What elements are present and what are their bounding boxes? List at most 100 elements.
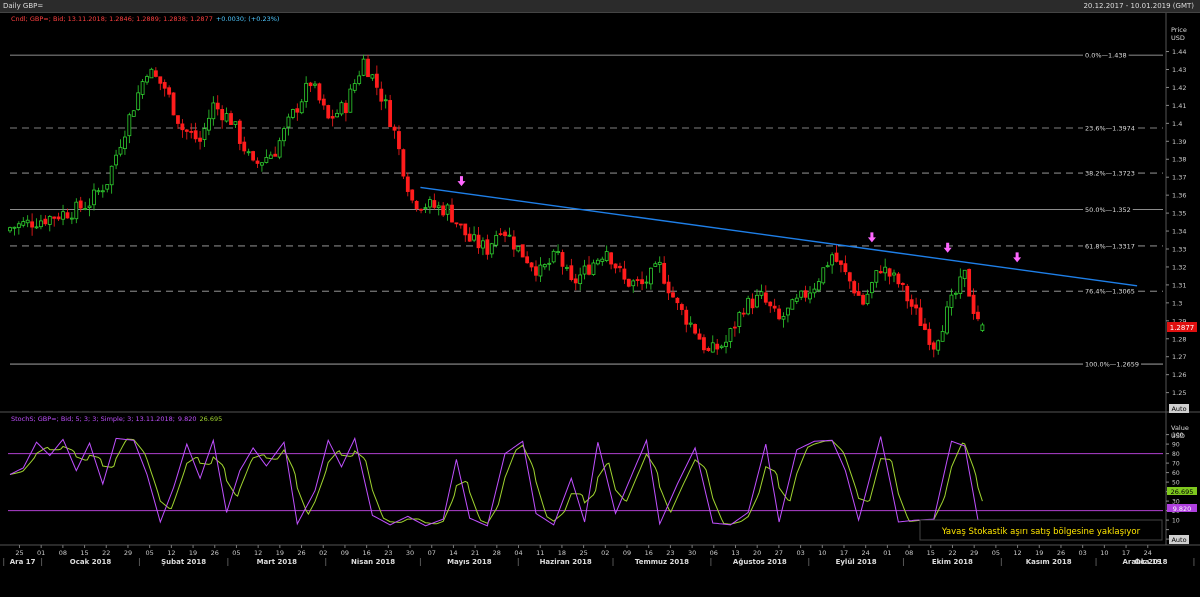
date-day-label: 23 [666,549,674,557]
candle-body [940,330,945,342]
candle-body [344,102,348,114]
candle-body [8,227,12,232]
date-day-label: 19 [276,549,284,557]
price-auto-button[interactable] [1169,404,1189,413]
fib-label: 100.0%—1.2659 [1085,361,1139,369]
candle-body [401,149,406,177]
candle-body [339,102,344,115]
resistance-arrows [457,176,1022,263]
candle-body [114,154,118,166]
candle-body [865,293,870,305]
candle-body [405,176,410,192]
resistance-trendline[interactable] [420,186,1138,287]
candle-body [83,208,88,210]
candle-body [366,58,370,78]
date-day-label: 16 [362,549,370,557]
candle-body [967,268,972,297]
candle-body [923,323,927,330]
candle-body [242,141,247,152]
candle-body [423,207,428,210]
candle-body [732,326,737,329]
chart-title: Daily GBP= [3,2,44,10]
candle-body [662,262,667,284]
candle-body [516,246,521,252]
fib-label-bg [1083,51,1129,60]
annotation-box [919,519,1163,541]
candle-body [450,204,454,223]
candle-body [529,262,534,268]
date-day-label: 05 [146,549,154,557]
candle-body [52,216,57,219]
candle-body [454,222,459,225]
candle-body [335,112,339,118]
candle-body [741,312,746,315]
candle-body [176,115,180,124]
price-tick-label: 1.32 [1172,263,1186,271]
price-tick-label: 1.39 [1172,138,1186,146]
candle-body [268,154,273,159]
candle-body [202,128,207,140]
candle-body [737,312,742,327]
stoch-legend-prefix: StochS; GBP=; Bid; 5; 3; 3; Simple; 3; 1… [11,415,175,423]
candle-body [878,271,883,274]
price-tick-label: 1.38 [1172,156,1186,164]
candle-body [649,267,653,285]
fib-label: 50.0%—1.352 [1085,206,1131,214]
candle-body [962,269,967,280]
candle-body [96,190,101,193]
candle-body [61,211,65,220]
candle-body [538,264,543,277]
candle-body [39,220,43,228]
candle-body [158,76,163,84]
price-axis-unit: USD [1171,34,1185,42]
candle-body [759,291,764,296]
candle-body [308,82,313,87]
date-month-label: Nisan 2018 [351,558,395,566]
date-month-label: Aralık 2018 [1123,558,1168,566]
candle-body [640,279,644,285]
fib-label-bg [1083,241,1137,250]
stoch-k-line [9,436,983,527]
candle-body [295,108,300,113]
candle-body [304,82,309,102]
candle-body [193,130,198,140]
candle-body [65,212,70,219]
candle-body [763,292,768,303]
stoch-tick-label: 60 [1172,470,1180,477]
price-tick-label: 1.4 [1172,120,1182,128]
candle-body [136,92,141,110]
candle-body [317,83,322,101]
candle-body [472,234,477,241]
candle-body [618,265,622,269]
candle-body [600,258,605,262]
candle-body [578,274,583,285]
date-month-label: Eylül 2018 [836,558,877,566]
candle-body [547,262,552,265]
candle-body [255,160,260,164]
candle-body [693,324,697,334]
stoch-auto-button[interactable] [1169,535,1189,544]
date-day-label: 26 [211,549,219,557]
candle-body [976,311,980,320]
candle-body [224,113,229,122]
candle-body [870,282,874,294]
down-arrow-icon [1013,252,1022,263]
candle-body [604,251,609,261]
candle-body [808,292,812,300]
candle-body [286,116,291,128]
stoch-d-badge-label: 26.695 [1171,488,1194,496]
date-day-label: 27 [775,549,783,557]
candle-body [374,73,379,88]
candle-body [494,234,499,246]
candle-body [321,98,326,106]
candle-body [874,270,879,283]
candle-body [282,128,286,142]
candle-body [12,226,17,229]
fib-label: 76.4%—1.3065 [1085,288,1135,296]
date-day-label: 25 [15,549,23,557]
candle-body [511,236,516,250]
date-day-label: 04 [514,549,522,557]
date-day-label: 11 [536,549,544,557]
stoch-tick-label: 30 [1172,499,1180,506]
date-day-label: 24 [862,549,870,557]
